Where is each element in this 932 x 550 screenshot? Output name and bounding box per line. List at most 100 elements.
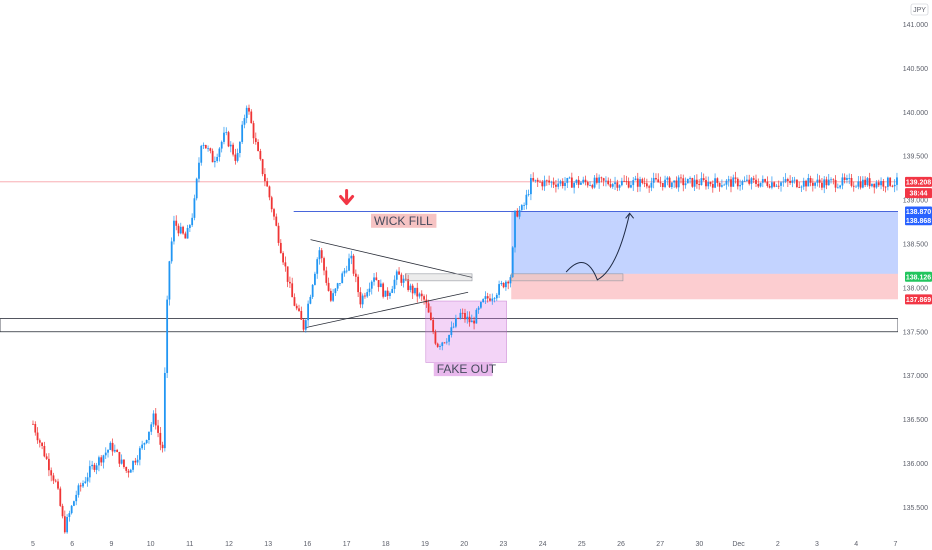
candle-body <box>311 284 314 297</box>
price-tag-label: 38:44 <box>910 191 928 198</box>
candle-body <box>270 197 273 210</box>
candle-body <box>200 145 203 163</box>
currency-label: JPY <box>913 7 926 14</box>
candle-body <box>41 442 43 447</box>
candle-body <box>614 182 616 185</box>
candle-body <box>682 178 685 186</box>
price-tag[interactable]: 137.869 <box>905 294 932 305</box>
x-tick-label: 17 <box>343 541 351 548</box>
x-tick-label: 20 <box>460 541 468 548</box>
candle-body <box>555 184 557 187</box>
y-tick-label: 140.000 <box>903 110 928 117</box>
candle-body <box>188 225 191 229</box>
consolidation-box[interactable] <box>510 273 624 282</box>
candle-body <box>484 296 487 300</box>
candle-body <box>768 185 771 188</box>
x-tick-label: 4 <box>854 541 858 548</box>
candle-body <box>534 179 537 181</box>
candle-body <box>652 177 655 183</box>
annotation-text: WICK FILL <box>374 214 433 228</box>
candle-body <box>325 270 328 283</box>
candle-body <box>400 274 403 283</box>
candle-body <box>777 185 780 187</box>
candle-body <box>523 205 525 206</box>
x-tick-label: 10 <box>147 541 155 548</box>
price-tag-background <box>905 176 932 187</box>
candle-body <box>275 216 278 226</box>
y-tick-label: 138.500 <box>903 241 928 248</box>
long-position-target-zone[interactable] <box>511 211 908 274</box>
candle-body <box>771 182 773 188</box>
candle-body <box>241 124 244 142</box>
fakeout-box[interactable] <box>425 300 507 363</box>
projection-arrowhead[interactable] <box>625 212 635 219</box>
triangle-lower-line[interactable] <box>306 291 469 328</box>
candle-body <box>689 177 691 179</box>
candle-body <box>532 178 535 181</box>
candle-body <box>245 107 248 119</box>
consolidation-box[interactable] <box>405 273 473 282</box>
candle-body <box>150 424 153 432</box>
projection-path[interactable] <box>565 213 631 281</box>
candle-body <box>202 144 205 146</box>
candle-body <box>593 177 596 188</box>
candle-body <box>129 469 132 473</box>
candle-body <box>841 177 844 186</box>
candle-body <box>639 179 641 187</box>
long-position-stop-zone[interactable] <box>511 273 908 300</box>
candle-body <box>514 210 516 248</box>
candle-body <box>357 276 360 293</box>
annotation-label[interactable]: WICK FILL <box>371 213 437 228</box>
candle-body <box>896 177 898 185</box>
candle-body <box>670 182 673 188</box>
candle-body <box>734 177 737 179</box>
candle-body <box>846 178 848 180</box>
candle-body <box>304 320 307 330</box>
candle-body <box>243 118 246 125</box>
x-tick-label: 7 <box>893 541 897 548</box>
candle-body <box>186 228 189 239</box>
candle-body <box>634 178 637 181</box>
price-tag-label: 138.870 <box>906 209 931 216</box>
candle-body <box>307 303 310 321</box>
annotation-label[interactable]: FAKE OUT <box>433 362 497 377</box>
price-tag[interactable]: 138.868 <box>905 215 932 226</box>
candle-body <box>493 298 496 300</box>
candle-body <box>429 312 432 320</box>
candle-body <box>407 279 410 290</box>
candle-body <box>52 475 55 481</box>
price-tag[interactable]: 138.126 <box>905 271 932 282</box>
candle-body <box>530 178 532 195</box>
candle-body <box>141 444 144 449</box>
candle-body <box>145 440 148 444</box>
candle-body <box>461 312 464 314</box>
candle-body <box>277 225 280 243</box>
price-tag[interactable]: 38:44 <box>905 188 932 199</box>
candle-body <box>91 464 94 467</box>
candle-body <box>207 148 209 150</box>
currency-badge[interactable]: JPY <box>910 3 929 16</box>
candle-body <box>107 449 109 453</box>
candle-body <box>827 179 830 186</box>
candle-body <box>457 318 460 319</box>
price-tag-label: 137.869 <box>906 297 931 304</box>
candle-body <box>159 432 162 445</box>
candle-body <box>191 217 194 226</box>
candle-body <box>668 177 671 188</box>
arrow-down-icon[interactable] <box>339 194 355 205</box>
candle-body <box>750 178 753 184</box>
time-axis-background <box>0 538 898 550</box>
candle-body <box>343 270 346 274</box>
candle-body <box>607 180 610 185</box>
candle-body <box>293 297 296 306</box>
candle-body <box>814 182 817 186</box>
candle-body <box>261 159 264 175</box>
candle-body <box>339 283 341 284</box>
candle-body <box>632 180 635 186</box>
candle-body <box>170 241 173 262</box>
triangle-upper-line[interactable] <box>310 239 473 278</box>
candle-body <box>566 178 569 183</box>
price-tag[interactable]: 138.870 <box>905 206 932 217</box>
x-tick-label: 19 <box>421 541 429 548</box>
price-tag[interactable]: 139.208 <box>905 176 932 187</box>
